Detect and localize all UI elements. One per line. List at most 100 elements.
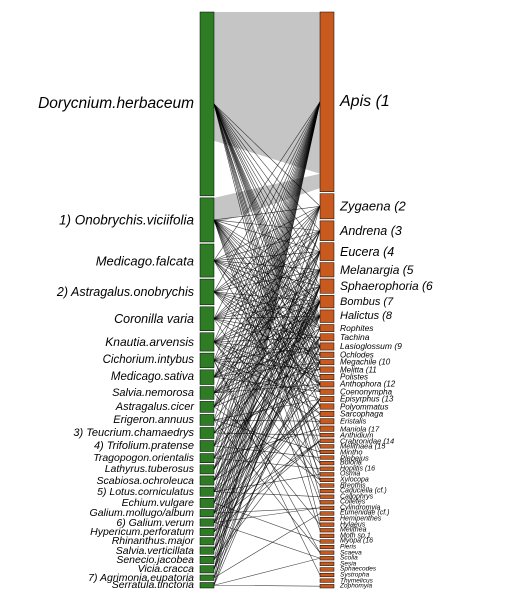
visitor-bar (320, 295, 334, 308)
visitor-bar (320, 334, 334, 341)
plant-bar (200, 465, 214, 474)
visitor-bar (320, 396, 334, 401)
plant-bar (200, 353, 214, 368)
visitor-label: Andrena (3 (340, 224, 402, 238)
link (214, 558, 320, 585)
visitor-bar (320, 506, 334, 510)
visitor-bar (320, 573, 334, 577)
visitor-bar (320, 433, 334, 437)
visitor-bar (320, 540, 334, 544)
plant-label: 1) Onobrychis.viciifolia (59, 212, 194, 227)
visitor-label: Zygaena (2 (340, 199, 406, 214)
visitor-bar (320, 221, 334, 241)
plant-bar (200, 476, 214, 485)
visitor-label: Zophomyia (340, 583, 372, 590)
visitor-bar (320, 579, 334, 583)
plant-bar (200, 427, 214, 438)
plant-label: Dorycnium.herbaceum (38, 95, 194, 113)
visitor-bar (320, 528, 334, 532)
plant-label: Astragalus.cicer (116, 401, 194, 413)
visitor-label: Apis (1 (340, 93, 390, 111)
bipartite-svg (0, 0, 513, 600)
plant-bar (200, 498, 214, 507)
plant-bar (200, 414, 214, 425)
visitor-label: Sphaerophoria (6 (340, 279, 433, 293)
visitor-bar (320, 495, 334, 499)
visitor-bar (320, 467, 334, 471)
plant-label: 4) Trifolium.pratense (94, 440, 194, 452)
plant-label: 3) Teucrium.chamaedrys (73, 427, 194, 439)
visitor-bar (320, 556, 334, 560)
visitor-bar (320, 411, 334, 416)
plant-label: 2) Astragalus.onobrychis (57, 285, 194, 299)
link (214, 523, 320, 559)
plant-label: Knautia.arvensis (105, 335, 194, 349)
visitor-bar (320, 194, 334, 219)
visitor-label: Eucera (4 (340, 245, 394, 259)
visitor-bar (320, 461, 334, 465)
visitor-label: Melanargia (5 (340, 263, 413, 277)
visitor-bar (320, 359, 334, 364)
visitor-label: Bombus (7 (340, 296, 393, 308)
plant-bar (200, 387, 214, 400)
visitor-bar (320, 263, 334, 277)
plant-bar (200, 575, 214, 581)
plant-label: 5) Lotus.corniculatus (97, 486, 194, 498)
plant-bar (200, 198, 214, 242)
visitor-bar (320, 279, 334, 293)
plant-label: Medicago.sativa (111, 371, 194, 383)
visitor-bar (320, 551, 334, 555)
plant-label: Salvia.nemorosa (112, 387, 194, 399)
visitor-bar (320, 584, 334, 588)
visitor-bar (320, 419, 334, 424)
visitor-bar (320, 404, 334, 409)
plant-bar (200, 440, 214, 451)
plant-bar (200, 279, 214, 305)
visitor-bar (320, 545, 334, 549)
visitor-bar (320, 310, 334, 323)
plant-bar (200, 12, 214, 196)
link (214, 513, 320, 577)
visitor-bar (320, 523, 334, 527)
plant-bar (200, 333, 214, 351)
visitor-bar (320, 512, 334, 516)
plant-label: Serratula.tinctoria (112, 579, 194, 591)
plant-bar (200, 307, 214, 331)
plant-bar (200, 582, 214, 588)
link (214, 585, 320, 586)
plant-bar (200, 538, 214, 545)
plant-bar (200, 454, 214, 463)
visitor-bar (320, 389, 334, 394)
plant-bar (200, 528, 214, 535)
plant-bar (200, 509, 214, 516)
visitor-bar (320, 568, 334, 572)
visitor-bar (320, 243, 334, 261)
plant-bar (200, 487, 214, 496)
plant-label: Coronilla varia (114, 312, 194, 326)
visitor-bar (320, 382, 334, 387)
plant-label: Tragopogon.orientalis (93, 452, 194, 464)
visitor-bar (320, 473, 334, 477)
visitor-bar (320, 343, 334, 350)
visitor-bar (320, 484, 334, 488)
visitor-bar (320, 367, 334, 372)
plant-bar (200, 556, 214, 563)
visitor-bar (320, 445, 334, 449)
plant-label: Lathyrus.tuberosus (105, 463, 194, 475)
plant-label: Medicago.falcata (96, 253, 194, 268)
plant-bar (200, 370, 214, 385)
visitor-bar (320, 534, 334, 538)
visitor-bar (320, 352, 334, 357)
plant-label: Scabiosa.ochroleuca (97, 475, 194, 487)
plant-bar (200, 244, 214, 277)
visitor-bar (320, 489, 334, 493)
plant-label: Erigeron.annuus (113, 414, 194, 426)
visitor-label: Halictus (8 (340, 310, 392, 322)
plant-label: Cichorium.intybus (103, 354, 194, 366)
visitor-bar (320, 517, 334, 521)
visitor-bar (320, 456, 334, 460)
plant-bar (200, 566, 214, 573)
visitor-bar (320, 12, 334, 192)
visitor-bar (320, 500, 334, 504)
visitor-bar (320, 562, 334, 566)
